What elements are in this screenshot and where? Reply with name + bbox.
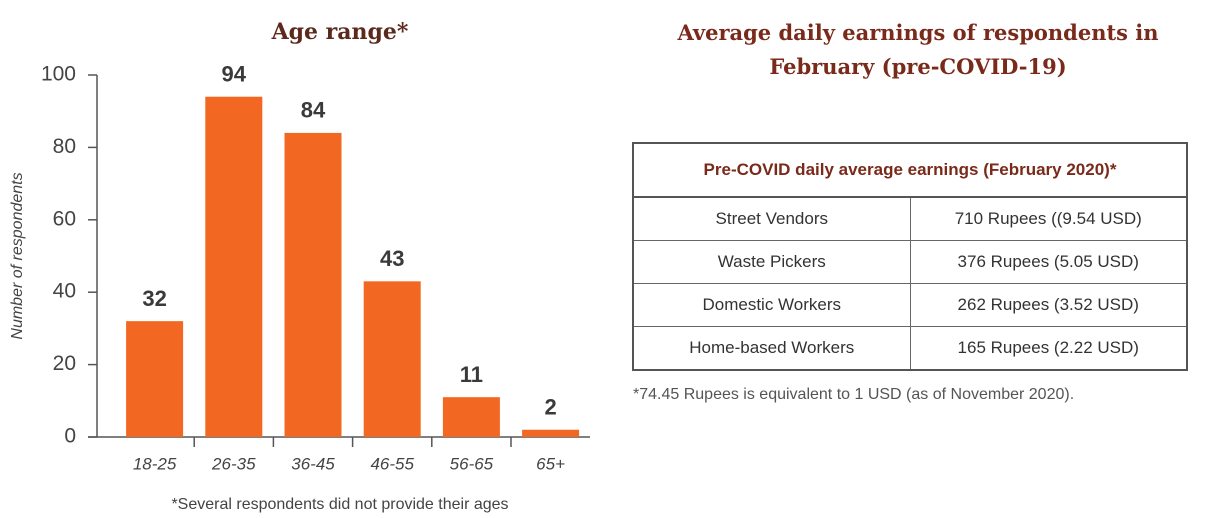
row: Waste Pickers 376 Rupees (5.05 USD) (632, 240, 1188, 284)
chart: Age range* Number of respondents *Severa… (9, 19, 590, 513)
bar (442, 397, 500, 437)
bar (205, 96, 263, 437)
data-label: 11 (460, 362, 483, 387)
cell: Street Vendors (632, 196, 911, 241)
data-label: 32 (142, 286, 166, 311)
x-tick-label: 46-55 (370, 454, 414, 473)
table-title: Average daily earnings of respondents in… (677, 20, 1159, 79)
chart-title: Age range* (271, 19, 409, 45)
cell: 376 Rupees (5.05 USD) (909, 240, 1188, 284)
cell: 710 Rupees ((9.54 USD) (909, 196, 1188, 241)
table-note: *74.45 Rupees is equivalent to 1 USD (as… (633, 386, 1075, 403)
data-label: 84 (301, 98, 326, 123)
bar (522, 429, 580, 437)
y-tick-label: 60 (53, 207, 76, 230)
x-tick-label: 65+ (536, 454, 565, 473)
x-tick-label: 26-35 (211, 454, 256, 473)
data-label: 2 (544, 395, 556, 420)
row: Home-based Workers 165 Rupees (2.22 USD) (632, 326, 1188, 371)
header-row: Pre-COVID daily average earnings (Februa… (632, 142, 1188, 198)
x-tick-label: 36-45 (291, 454, 335, 473)
x-tick-label: 56-65 (450, 454, 494, 473)
bar (126, 321, 184, 437)
cell: 262 Rupees (3.52 USD) (909, 283, 1188, 327)
y-axis-label: Number of respondents (9, 172, 26, 339)
y-tick-label: 100 (41, 63, 76, 86)
x-tick-label: 18-25 (133, 454, 177, 473)
cell: Domestic Workers (632, 283, 911, 327)
table-header: Pre-COVID daily average earnings (Februa… (632, 142, 1188, 198)
row: Domestic Workers 262 Rupees (3.52 USD) (632, 283, 1188, 327)
bar (363, 281, 421, 437)
cell: Home-based Workers (632, 326, 911, 371)
cell: Waste Pickers (632, 240, 911, 284)
bar (284, 132, 342, 438)
earnings-table: Pre-COVID daily average earnings (Februa… (632, 142, 1188, 371)
data-label: 94 (222, 62, 247, 87)
chart-note: *Several respondents did not provide the… (171, 496, 508, 513)
y-tick-label: 80 (53, 135, 76, 158)
row: Street Vendors 710 Rupees ((9.54 USD) (632, 196, 1188, 241)
y-tick-label: 40 (53, 280, 76, 303)
y-tick-label: 20 (53, 352, 76, 375)
data-label: 43 (380, 246, 404, 271)
y-tick-label: 0 (64, 425, 76, 448)
cell: 165 Rupees (2.22 USD) (909, 326, 1188, 371)
